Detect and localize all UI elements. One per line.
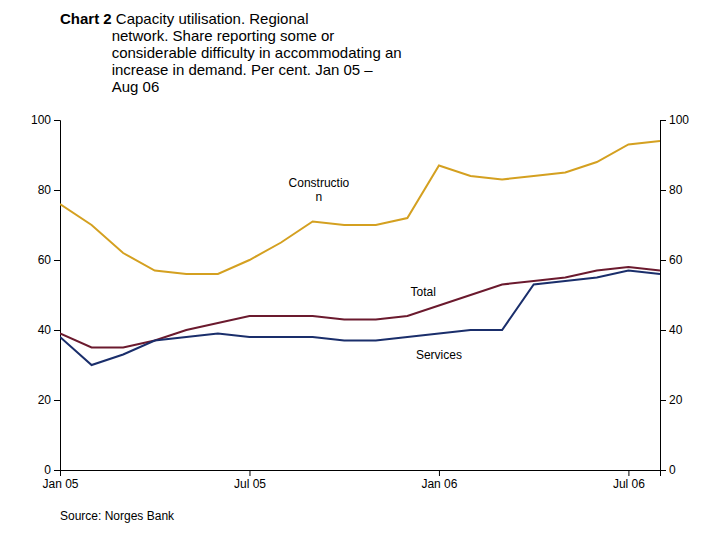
tick-label: 40 bbox=[669, 323, 683, 337]
tick: Jul 06 bbox=[613, 470, 645, 491]
plot: Jan 05 Jul 05 Jan 06 Jul 06 0 20 40 60 80 100 0 20 4… bbox=[31, 113, 689, 490]
annotation: Construction bbox=[289, 176, 350, 204]
tick-label: 60 bbox=[669, 253, 683, 267]
tick-mark bbox=[439, 470, 440, 476]
tick-label: 0 bbox=[44, 463, 51, 477]
subtitle: Capacity utilisation. Regionalnetwork. S… bbox=[112, 10, 402, 95]
tick-mark bbox=[628, 470, 629, 476]
tick: 80 bbox=[38, 183, 60, 197]
tick: 40 bbox=[38, 323, 60, 337]
annotations: Construction Total Services bbox=[289, 176, 462, 362]
tick-label: 80 bbox=[669, 183, 683, 197]
tick-label: 60 bbox=[38, 253, 52, 267]
tick-label: Jan 06 bbox=[421, 477, 457, 491]
tick-label: 100 bbox=[31, 113, 51, 127]
tick-mark bbox=[54, 400, 60, 401]
tick-mark bbox=[660, 400, 666, 401]
tick-label: 20 bbox=[38, 393, 52, 407]
tick-label: 0 bbox=[669, 463, 676, 477]
axis-line bbox=[661, 121, 667, 471]
tick: 0 bbox=[660, 463, 676, 477]
tick: 40 bbox=[660, 323, 683, 337]
tick-mark bbox=[249, 470, 250, 476]
annotation: Services bbox=[416, 348, 462, 362]
tick-mark bbox=[54, 260, 60, 261]
tick-mark bbox=[660, 260, 666, 261]
tick-mark bbox=[54, 470, 60, 471]
line bbox=[60, 271, 660, 366]
tick-mark bbox=[54, 120, 60, 121]
title: Chart 2 bbox=[60, 10, 112, 27]
tick-label: Jan 05 bbox=[42, 477, 78, 491]
series-group bbox=[60, 141, 660, 365]
tick: 100 bbox=[31, 113, 60, 127]
tick-mark bbox=[54, 190, 60, 191]
tick: 20 bbox=[38, 393, 60, 407]
tick: 100 bbox=[660, 113, 689, 127]
tick: 80 bbox=[660, 183, 683, 197]
tick-mark bbox=[660, 190, 666, 191]
tick: 60 bbox=[38, 253, 60, 267]
x-axis: Jan 05 Jul 05 Jan 06 Jul 06 bbox=[42, 470, 660, 491]
tick-label: 100 bbox=[669, 113, 689, 127]
annotation: Total bbox=[410, 285, 435, 299]
tick-mark bbox=[54, 330, 60, 331]
axis-line bbox=[61, 471, 661, 477]
tick: 0 bbox=[44, 463, 60, 477]
tick-mark bbox=[660, 470, 666, 471]
tick-label: 40 bbox=[38, 323, 52, 337]
tick: 60 bbox=[660, 253, 683, 267]
tick: Jan 06 bbox=[421, 470, 457, 491]
tick-label: Jul 05 bbox=[234, 477, 266, 491]
line bbox=[60, 141, 660, 274]
tick-label: 20 bbox=[669, 393, 683, 407]
tick-mark bbox=[660, 120, 666, 121]
tick: Jul 05 bbox=[234, 470, 266, 491]
chart: Chart 2 Capacity utilisation. Regionalne… bbox=[0, 0, 720, 540]
tick-mark bbox=[660, 330, 666, 331]
line bbox=[60, 267, 660, 348]
tick-label: Jul 06 bbox=[613, 477, 645, 491]
source: Source: Norges Bank bbox=[60, 509, 175, 523]
tick-label: 80 bbox=[38, 183, 52, 197]
tick: 20 bbox=[660, 393, 683, 407]
axis-line bbox=[54, 121, 61, 471]
y-axis: 0 20 40 60 80 100 bbox=[31, 113, 61, 477]
y2-axis: 0 20 40 60 80 100 bbox=[660, 113, 689, 477]
